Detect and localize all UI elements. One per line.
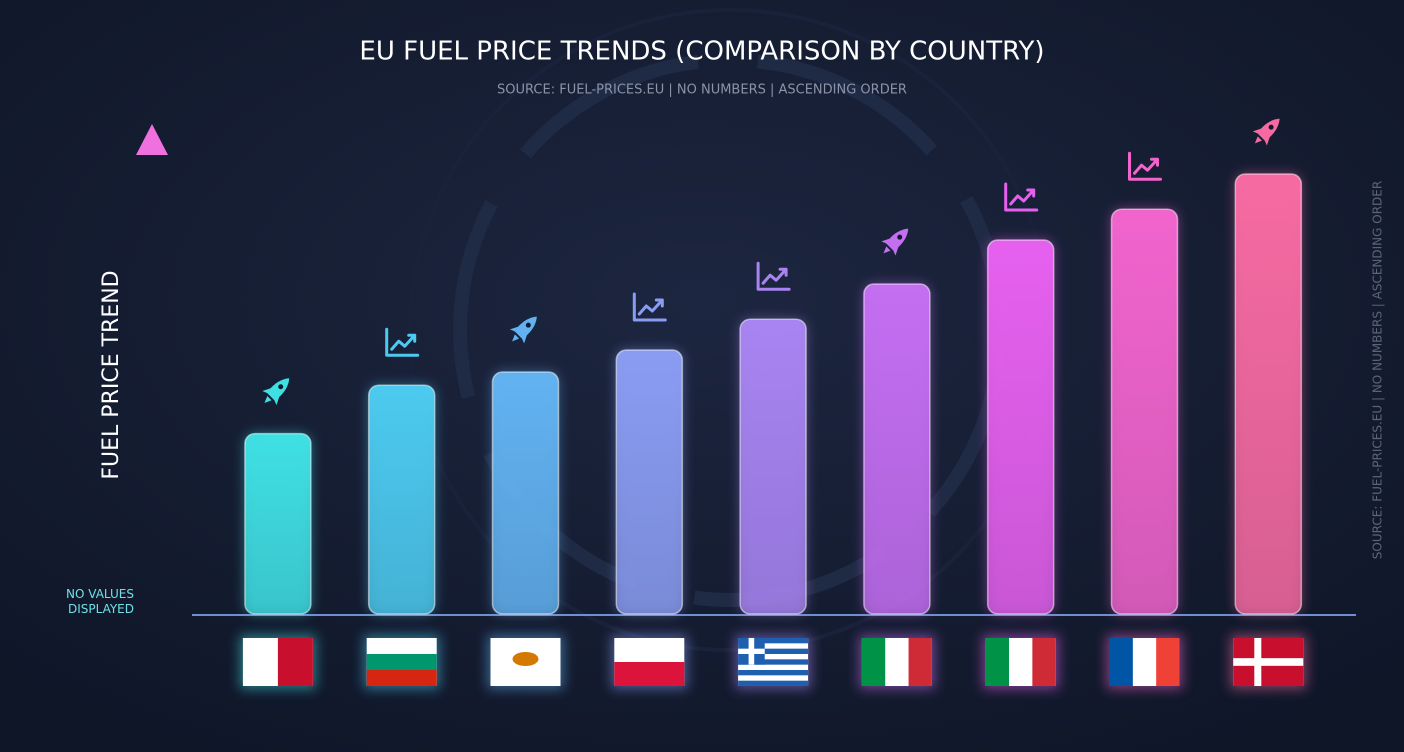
icon-rocket	[262, 378, 290, 406]
icon-trend	[756, 261, 791, 291]
flag-part	[512, 652, 539, 666]
icon-trend	[1128, 151, 1162, 181]
flag-part	[738, 648, 765, 654]
icon-rocket	[1252, 118, 1280, 146]
flag-part	[738, 680, 809, 686]
icon-trend	[1004, 182, 1039, 212]
icon-rocket	[509, 316, 537, 344]
icon-part	[1133, 157, 1159, 175]
bar	[615, 349, 684, 615]
icon-rocket	[881, 228, 909, 256]
flag-part	[366, 654, 437, 670]
flag-part	[1156, 638, 1180, 686]
icon-part	[1128, 151, 1162, 181]
flag-part	[1109, 638, 1133, 686]
icon-part	[264, 395, 272, 404]
icon-trend	[385, 327, 420, 357]
flag-part	[738, 638, 809, 644]
flag-part	[985, 638, 1010, 686]
icon-part	[886, 228, 909, 251]
icon-part	[897, 234, 903, 240]
flag-part	[614, 662, 685, 686]
flag-part	[908, 638, 932, 686]
icon-part	[267, 378, 290, 401]
icon-trend	[632, 292, 667, 322]
icon-part	[632, 292, 667, 322]
y-axis-label: FUEL PRICE TREND	[99, 270, 124, 479]
icon-part	[881, 237, 900, 256]
chart-title: EU FUEL PRICE TRENDS (COMPARISON BY COUN…	[359, 37, 1044, 67]
bar	[1110, 208, 1179, 615]
flag-part	[1233, 658, 1304, 666]
bar	[367, 384, 436, 615]
icon-part	[756, 261, 791, 291]
flag-part	[861, 638, 886, 686]
icon-part	[1009, 188, 1036, 206]
icon-part	[278, 384, 284, 390]
flag-part	[738, 670, 809, 676]
icon-part	[1257, 118, 1280, 141]
icon-part	[512, 334, 520, 342]
icon-part	[1252, 127, 1271, 146]
icon-part	[509, 325, 528, 344]
icon-part	[525, 322, 531, 328]
icon-part	[385, 327, 420, 357]
icon-part	[761, 267, 788, 285]
icon-part	[1268, 124, 1274, 130]
icon-part	[1254, 136, 1262, 144]
axis-arrowhead	[136, 124, 168, 155]
bar	[491, 371, 560, 615]
flag-part	[738, 659, 809, 665]
icon-part	[262, 387, 281, 406]
flag-part	[277, 638, 313, 686]
bar	[986, 239, 1055, 615]
flag-part	[1032, 638, 1056, 686]
bar	[863, 283, 931, 615]
icon-part	[1004, 182, 1039, 212]
note: NO VALUES DISPLAYED	[66, 587, 134, 616]
side-note: SOURCE: FUEL-PRICES.EU | NO NUMBERS | AS…	[1371, 181, 1385, 559]
bar	[739, 318, 807, 615]
flag-part	[738, 648, 809, 654]
icon-part	[390, 333, 417, 351]
icon-part	[514, 316, 537, 339]
icon-part	[883, 246, 891, 254]
bar	[244, 432, 312, 615]
flag-part	[366, 670, 437, 686]
icon-part	[637, 298, 664, 316]
bar	[1234, 173, 1303, 615]
chart-subtitle: SOURCE: FUEL-PRICES.EU | NO NUMBERS | AS…	[497, 83, 907, 98]
